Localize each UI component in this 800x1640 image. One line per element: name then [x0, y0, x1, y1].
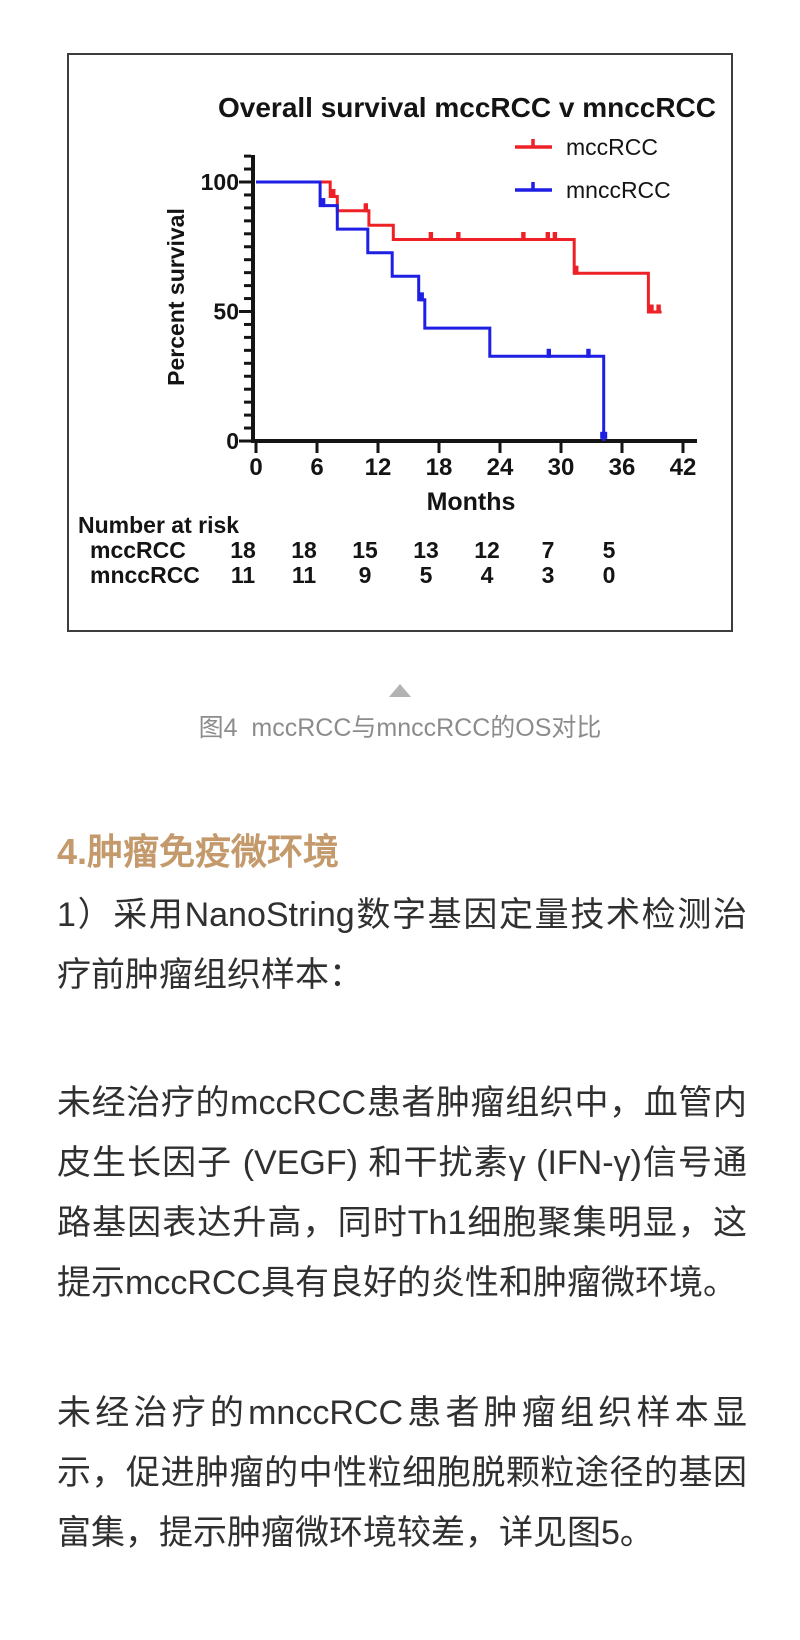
figure-caption: 图4 mccRCC与mnccRCC的OS对比 — [198, 714, 602, 742]
censor-tick-mccRCC — [656, 304, 661, 314]
x-tick-label: 42 — [670, 454, 697, 481]
y-tick-label: 50 — [213, 299, 239, 325]
risk-row-label: mccRCC — [90, 537, 186, 563]
censor-tick-mnccRCC — [320, 198, 326, 208]
x-tick-label: 12 — [365, 454, 392, 481]
end-marker-mnccRCC — [600, 431, 608, 439]
x-tick-label: 0 — [249, 454, 262, 481]
legend-label-mnccRCC: mnccRCC — [566, 177, 671, 203]
paragraph: 未经治疗的mnccRCC患者肿瘤组织样本显 示，促进肿瘤的中性粒细胞脱颗粒途径的基… — [57, 1383, 747, 1563]
risk-value: 5 — [420, 562, 433, 588]
censor-tick-mccRCC — [456, 231, 461, 241]
risk-value: 11 — [292, 562, 317, 588]
text-line: 提示mccRCC具有良好的炎性和肿瘤微环境。 — [57, 1264, 737, 1302]
censor-tick-mnccRCC — [419, 292, 424, 302]
risk-value: 18 — [291, 537, 317, 563]
paragraph: 1）采用NanoString数字基因定量技术检测治 疗前肿瘤组织样本： — [57, 885, 747, 1005]
text-line: 示，促进肿瘤的中性粒细胞脱颗粒途径的基因 — [57, 1454, 747, 1492]
figure-frame: 100 50 0 0 6 12 18 24 30 36 42 Months Percent surviv… — [67, 53, 733, 632]
text-line: 未经治疗的mccRCC患者肿瘤组织中，血管内 — [57, 1084, 747, 1122]
risk-value: 7 — [542, 537, 555, 563]
censor-tick-mnccRCC — [586, 348, 591, 358]
y-tick-label: 100 — [201, 169, 239, 195]
y-axis-title: Percent survival — [163, 208, 189, 386]
censor-tick-mccRCC — [521, 231, 526, 241]
paragraph: 未经治疗的mccRCC患者肿瘤组织中，血管内 皮生长因子 (VEGF) 和干扰素γ… — [57, 1073, 747, 1313]
text-line: 富集，提示肿瘤微环境较差，详见图5。 — [57, 1514, 654, 1552]
x-tick-label: 6 — [310, 454, 323, 481]
risk-table-title: Number at risk — [78, 512, 239, 538]
series-mnccRCC-curve — [256, 180, 606, 441]
risk-value: 5 — [603, 537, 616, 563]
x-tick-label: 36 — [609, 454, 636, 481]
x-axis-title: Months — [427, 488, 516, 516]
censor-tick-mnccRCC — [546, 348, 551, 358]
section-heading: 4.肿瘤免疫微环境 — [57, 831, 340, 872]
collapse-triangle-icon[interactable] — [389, 684, 411, 697]
text-line: 皮生长因子 (VEGF) 和干扰素γ (IFN-γ)信号通 — [57, 1144, 747, 1182]
x-tick-label: 24 — [487, 454, 514, 481]
risk-value: 11 — [231, 562, 256, 588]
censor-tick-mccRCC — [545, 231, 550, 241]
censor-tick-mccRCC — [574, 265, 579, 275]
censor-tick-mccRCC — [363, 203, 368, 213]
x-tick-label: 18 — [426, 454, 453, 481]
risk-value: 9 — [359, 562, 372, 588]
risk-row-label: mnccRCC — [90, 562, 200, 588]
chart-title: Overall survival mccRCC v mnccRCC — [218, 92, 716, 123]
text-line: 疗前肿瘤组织样本： — [57, 956, 363, 994]
risk-value: 3 — [542, 562, 555, 588]
x-tick-label: 30 — [548, 454, 575, 481]
censor-tick-mccRCC — [649, 304, 654, 314]
legend-label-mccRCC: mccRCC — [566, 134, 658, 160]
risk-value: 12 — [474, 537, 500, 563]
text-line: 1）采用NanoString数字基因定量技术检测治 — [57, 896, 747, 934]
censor-tick-mccRCC — [331, 189, 336, 199]
text-line: 路基因表达升高，同时Th1细胞聚集明显，这 — [57, 1204, 747, 1242]
risk-value: 15 — [352, 537, 378, 563]
risk-value: 4 — [481, 562, 494, 588]
risk-value: 18 — [230, 537, 256, 563]
text-line: 未经治疗的mnccRCC患者肿瘤组织样本显 — [57, 1394, 747, 1432]
risk-value: 0 — [603, 562, 616, 588]
censor-tick-mccRCC — [552, 231, 558, 241]
risk-value: 13 — [413, 537, 439, 563]
censor-tick-mccRCC — [428, 231, 434, 241]
y-tick-label: 0 — [226, 428, 239, 454]
